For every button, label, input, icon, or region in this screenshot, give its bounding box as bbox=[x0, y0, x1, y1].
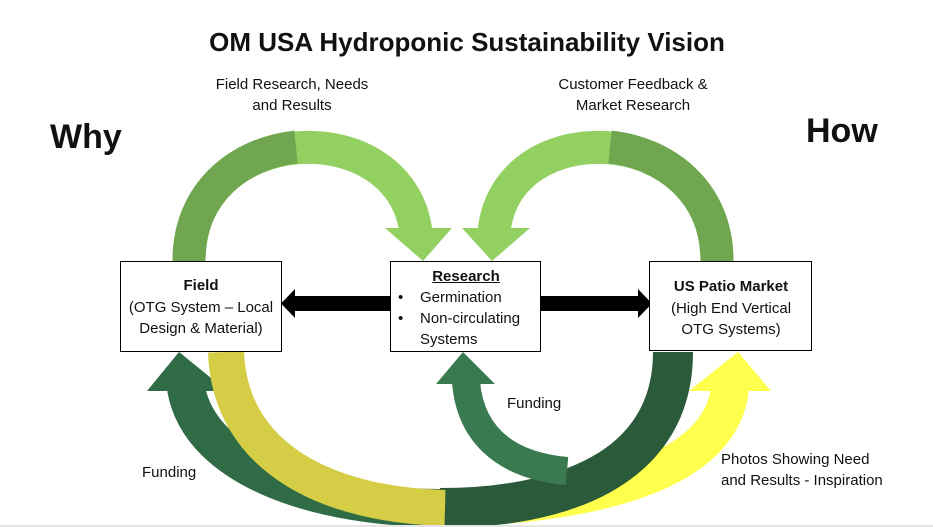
field-node: Field (OTG System – Local Design & Mater… bbox=[120, 261, 282, 352]
how-label: How bbox=[806, 112, 878, 150]
diagram-title: OM USA Hydroponic Sustainability Vision bbox=[209, 27, 725, 57]
funding-left-label: Funding bbox=[142, 464, 197, 481]
research-title: Research bbox=[432, 268, 500, 285]
arrow-field-outflow bbox=[208, 350, 446, 526]
field-title: Field bbox=[183, 277, 219, 294]
research-node: Research • Germination • Non-circulating… bbox=[390, 261, 541, 352]
research-bullet-2-cont: Systems bbox=[420, 331, 478, 348]
field-line1: (OTG System – Local bbox=[128, 299, 274, 316]
photos-label-line1: Photos Showing Need bbox=[721, 451, 870, 468]
research-bullet-2: Non-circulating bbox=[420, 310, 521, 327]
arrow-funding-to-research bbox=[436, 352, 569, 485]
market-node: US Patio Market (High End Vertical OTG S… bbox=[649, 261, 812, 351]
field-line2: Design & Material) bbox=[139, 320, 263, 337]
funding-middle-label: Funding bbox=[507, 395, 562, 412]
market-line2: OTG Systems) bbox=[681, 321, 781, 338]
top-left-label-line2: and Results bbox=[252, 97, 332, 114]
arrow-research-to-field bbox=[281, 289, 390, 318]
why-label: Why bbox=[50, 118, 122, 156]
market-title: US Patio Market bbox=[673, 278, 789, 295]
bottom-border bbox=[0, 525, 933, 527]
arrow-research-to-market bbox=[541, 289, 652, 318]
bullet-icon: • bbox=[398, 289, 404, 306]
top-right-label-line2: Market Research bbox=[575, 97, 691, 114]
market-line1: (High End Vertical bbox=[670, 300, 792, 317]
research-bullet-1: Germination bbox=[420, 289, 502, 306]
top-left-label-line1: Field Research, Needs bbox=[215, 76, 369, 93]
photos-label-line2: and Results - Inspiration bbox=[721, 472, 883, 489]
bullet-icon: • bbox=[398, 310, 404, 327]
arrow-market-to-research bbox=[462, 130, 734, 262]
top-right-label-line1: Customer Feedback & bbox=[558, 76, 708, 93]
arrow-field-to-research bbox=[172, 130, 452, 262]
